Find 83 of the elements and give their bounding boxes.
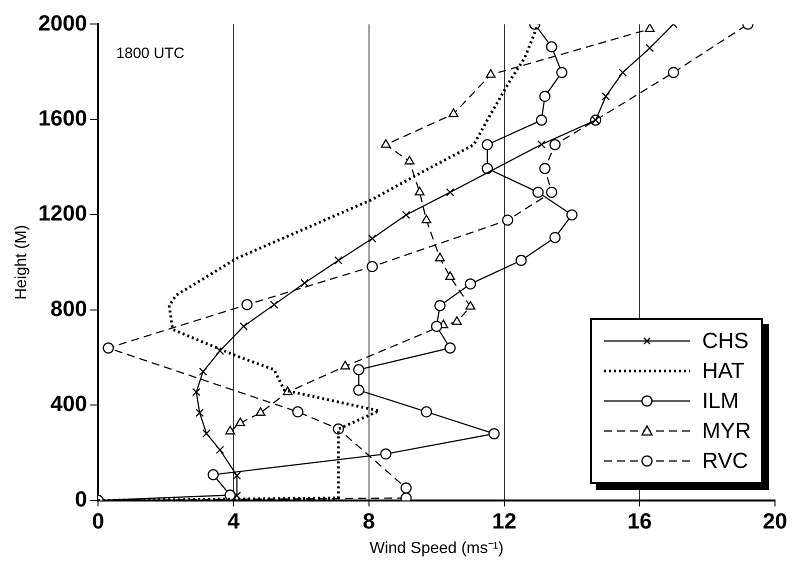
point [334, 256, 343, 265]
point [366, 260, 378, 272]
x-tick-label: 0 [92, 508, 104, 534]
point [292, 406, 304, 418]
x-tick-label: 8 [362, 508, 376, 534]
point [434, 300, 446, 312]
point [102, 342, 114, 354]
point [241, 299, 253, 310]
x-tick-label: 20 [762, 508, 788, 534]
point [235, 417, 246, 426]
point [539, 90, 550, 102]
point [532, 186, 544, 198]
point [240, 322, 248, 330]
legend-label: CHS [702, 328, 749, 354]
point [216, 346, 224, 356]
point [488, 428, 500, 440]
point [340, 360, 350, 370]
point [537, 140, 546, 149]
point [602, 92, 610, 100]
point [368, 234, 376, 243]
point [232, 472, 242, 480]
point [430, 320, 442, 332]
annotation: 1800 UTC [116, 44, 185, 62]
point [446, 188, 454, 196]
point [516, 254, 527, 266]
point [549, 139, 561, 150]
legend-label: RVC [702, 448, 748, 474]
legend-label: MYR [702, 418, 751, 444]
point [464, 278, 476, 290]
point [486, 69, 496, 78]
point [202, 429, 211, 438]
point [618, 68, 627, 77]
point [546, 186, 558, 198]
y-tick-label: 1600 [38, 106, 88, 131]
point [435, 252, 445, 262]
point [404, 156, 414, 164]
legend-label: ILM [702, 388, 739, 414]
point [539, 162, 550, 174]
point [644, 24, 655, 32]
point [549, 232, 561, 244]
point [380, 139, 391, 148]
point [353, 384, 364, 396]
point [225, 426, 236, 434]
y-tick-label: 800 [50, 296, 88, 321]
point [400, 482, 412, 494]
point [546, 41, 558, 52]
point [444, 342, 456, 354]
point [482, 139, 493, 150]
point [482, 162, 493, 174]
legend-label: HAT [702, 358, 744, 384]
point [445, 271, 456, 280]
point [465, 300, 476, 310]
point [196, 408, 204, 417]
point [208, 469, 219, 480]
point [414, 186, 425, 196]
point [353, 364, 364, 376]
point [452, 316, 462, 325]
y-tick-label: 400 [50, 391, 88, 416]
point [536, 114, 548, 126]
point [256, 407, 266, 416]
x-tick-label: 4 [227, 508, 240, 534]
point [502, 214, 514, 226]
point [216, 446, 224, 454]
point [402, 210, 410, 220]
point [192, 388, 200, 396]
point [380, 448, 392, 460]
point [566, 209, 578, 221]
y-tick-label: 1200 [38, 200, 88, 226]
point [270, 300, 278, 309]
y-tick-label: 0 [74, 486, 88, 512]
point [198, 367, 208, 376]
y-tick-label: 2000 [38, 10, 88, 36]
x-axis-title: Wind Speed (ms⁻¹) [370, 540, 504, 557]
x-tick-label: 16 [627, 508, 652, 534]
point [668, 66, 680, 78]
point [646, 44, 654, 52]
point [556, 66, 568, 78]
y-axis-title: Height (M) [13, 224, 30, 300]
point [448, 108, 458, 118]
point [300, 278, 309, 288]
point [420, 406, 432, 418]
x-tick-label: 12 [492, 508, 516, 534]
point [421, 214, 432, 224]
